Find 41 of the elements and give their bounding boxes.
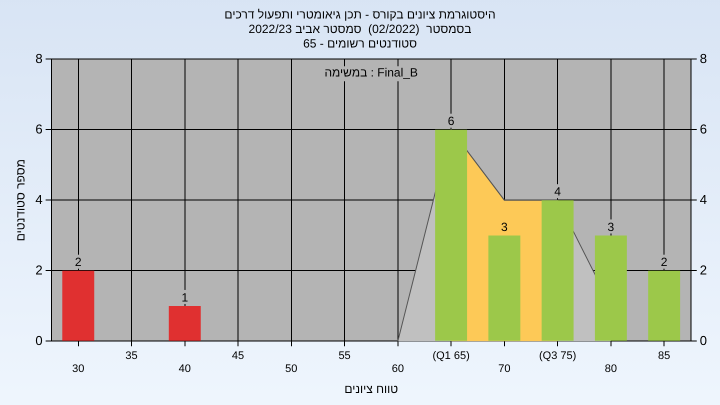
chart-subtitle: בסמסטר (02/2022) סמסטר אביב 2022/23 65 - סטודנטים רשומים bbox=[248, 22, 472, 50]
x-tick-label: 30 bbox=[72, 363, 84, 376]
annotation: במשימה : Final_B bbox=[324, 66, 418, 80]
data-label: 2 bbox=[74, 255, 82, 270]
x-tick-label: 40 bbox=[178, 363, 191, 376]
y2-tick-label: 0 bbox=[700, 332, 708, 348]
x-tick-label: 55 bbox=[338, 350, 351, 362]
y2-tick-label: 8 bbox=[700, 50, 708, 66]
data-label: 3 bbox=[608, 220, 615, 234]
x-tick-label: 80 bbox=[604, 363, 618, 376]
bar bbox=[594, 235, 627, 341]
bar bbox=[168, 306, 201, 341]
x-tick-label: 45 bbox=[232, 350, 244, 362]
y-axis-title: מספר סטודנטים bbox=[14, 159, 28, 242]
x-tick-label: (Q3 75) bbox=[538, 350, 576, 362]
x-axis-title: טווח ציונים bbox=[344, 382, 398, 396]
y-tick-label: 6 bbox=[35, 121, 43, 136]
x-tick-label: 70 bbox=[498, 363, 510, 376]
y-tick-label: 4 bbox=[35, 192, 43, 207]
bar bbox=[435, 130, 468, 341]
y-tick-label: 0 bbox=[35, 332, 43, 348]
y2-tick-label: 6 bbox=[700, 121, 708, 136]
x-tick-label: 60 bbox=[392, 363, 404, 376]
bar bbox=[62, 270, 94, 341]
data-label: 3 bbox=[501, 220, 508, 234]
data-label: 1 bbox=[181, 290, 188, 304]
y2-tick-label: 2 bbox=[700, 262, 708, 278]
y-tick-label: 8 bbox=[35, 50, 43, 66]
bar bbox=[488, 235, 520, 341]
y2-tick-label: 4 bbox=[700, 192, 708, 207]
data-label: 6 bbox=[448, 114, 455, 128]
bar bbox=[648, 270, 680, 341]
x-tick-label: 85 bbox=[658, 350, 670, 362]
bar bbox=[542, 200, 574, 341]
x-tick-label: 50 bbox=[285, 363, 298, 376]
chart-title: היסטוגרמת ציונים בקורס - תכן גיאומטרי ותפעול דרכים bbox=[224, 8, 496, 22]
data-label: 2 bbox=[660, 255, 668, 270]
x-tick-label: (Q1 65) bbox=[432, 350, 470, 362]
data-label: 4 bbox=[554, 184, 562, 199]
x-tick-label: 35 bbox=[125, 350, 138, 362]
y-tick-label: 2 bbox=[35, 262, 43, 278]
